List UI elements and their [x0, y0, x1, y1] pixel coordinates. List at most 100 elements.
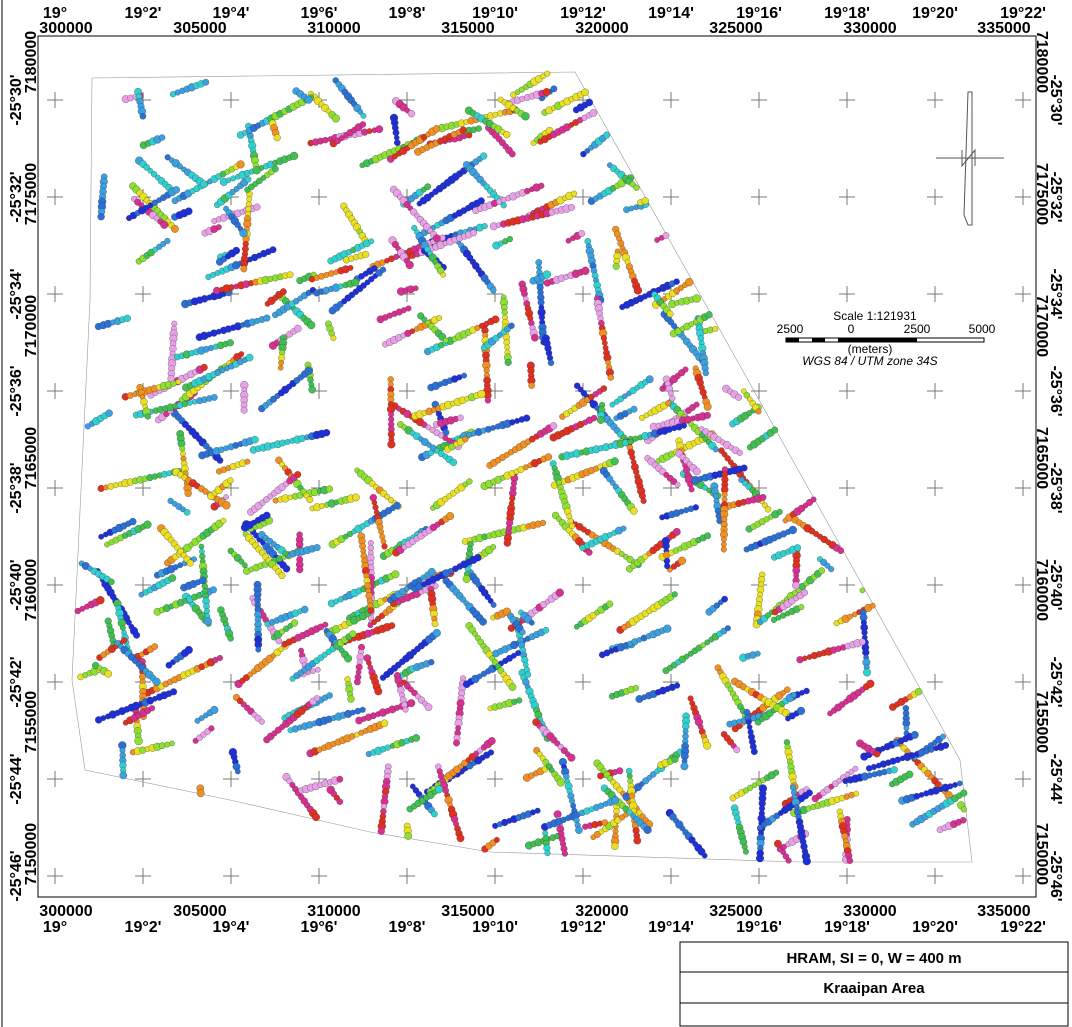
anomaly-dot: [484, 368, 490, 374]
anomaly-dot: [562, 851, 568, 857]
anomaly-dot: [545, 453, 552, 460]
anomaly-dot: [209, 726, 215, 732]
anomaly-dot: [227, 339, 234, 346]
anomaly-dot: [263, 512, 270, 519]
anomaly-dot: [272, 166, 278, 172]
scale-tick: 0: [848, 322, 855, 336]
anomaly-dot: [239, 351, 244, 356]
anomaly-dot: [509, 683, 516, 690]
anomaly-dot: [428, 568, 436, 576]
anomaly-dot: [425, 184, 431, 190]
anomaly-dot: [406, 261, 414, 269]
anomaly-dot: [798, 604, 804, 610]
anomaly-dot: [703, 370, 709, 376]
left-northing-label: 7150000: [23, 823, 40, 885]
anomaly-dot: [681, 763, 689, 771]
bottom-degree-label: 19°6': [301, 919, 338, 936]
anomaly-dot: [642, 197, 649, 204]
anomaly-dot: [405, 832, 412, 839]
anomaly-dot: [433, 125, 440, 132]
left-northing-label: 7175000: [23, 163, 40, 225]
anomaly-dot: [504, 345, 509, 350]
anomaly-dot: [337, 799, 343, 805]
right-northing-label: 7165000: [1033, 427, 1050, 489]
anomaly-dot: [838, 548, 844, 554]
anomaly-dot: [509, 495, 515, 501]
anomaly-dot: [516, 697, 522, 703]
anomaly-dot: [854, 791, 859, 796]
anomaly-dot: [153, 678, 161, 686]
anomaly-dot: [490, 544, 495, 549]
anomaly-dot: [713, 326, 719, 332]
anomaly-dot: [911, 731, 918, 738]
anomaly-dot: [478, 390, 486, 398]
scale-tick: 2500: [777, 322, 804, 336]
anomaly-dot: [453, 740, 459, 746]
bottom-easting-label: 300000: [39, 903, 92, 920]
anomaly-dot: [152, 643, 158, 649]
anomaly-dot: [957, 781, 962, 786]
anomaly-dot: [828, 566, 834, 572]
anomaly-dot: [246, 354, 253, 361]
anomaly-dot: [466, 432, 472, 438]
anomaly-dot: [722, 492, 728, 498]
anomaly-dot: [551, 86, 557, 92]
anomaly-dot: [678, 557, 686, 565]
anomaly-dot: [570, 803, 576, 809]
anomaly-dot: [960, 790, 967, 797]
anomaly-dot: [264, 315, 271, 322]
anomaly-dot: [492, 316, 499, 323]
right-northing-label: 7155000: [1033, 691, 1050, 753]
anomaly-dot: [403, 707, 409, 713]
anomaly-dot: [641, 498, 647, 504]
anomaly-dot: [274, 134, 281, 141]
anomaly-dot: [704, 533, 710, 539]
anomaly-dot: [811, 497, 817, 503]
anomaly-dot: [751, 748, 757, 754]
anomaly-dot: [296, 566, 303, 573]
bottom-degree-label: 19°2': [125, 919, 162, 936]
anomaly-dot: [307, 496, 313, 502]
anomaly-dot: [791, 790, 797, 796]
anomaly-dot: [124, 315, 131, 322]
anomaly-dot: [450, 459, 457, 466]
anomaly-dot: [522, 112, 530, 120]
anomaly-dot: [713, 493, 719, 499]
anomaly-dot: [509, 151, 515, 157]
anomaly-dot: [242, 563, 247, 568]
anomaly-dot: [760, 494, 766, 500]
anomaly-dot: [372, 500, 377, 505]
anomaly-dot: [611, 797, 619, 805]
anomaly-dot: [228, 284, 234, 290]
anomaly-dot: [388, 412, 394, 418]
anomaly-dot: [634, 286, 642, 294]
anomaly-dot: [629, 206, 634, 211]
anomaly-dot: [203, 79, 209, 85]
anomaly-dot: [777, 509, 783, 515]
anomaly-dot: [485, 397, 491, 403]
anomaly-dot: [377, 524, 383, 530]
scale-tick: 2500: [904, 322, 931, 336]
anomaly-dot: [169, 741, 174, 746]
anomaly-dot: [388, 441, 396, 449]
anomaly-dot: [228, 635, 234, 641]
anomaly-dot: [569, 523, 575, 529]
anomaly-dot: [521, 291, 527, 297]
anomaly-dot: [382, 543, 388, 549]
left-northing-label: 7155000: [23, 691, 40, 753]
anomaly-dot: [847, 858, 853, 864]
bottom-easting-label: 320000: [575, 903, 628, 920]
anomaly-dot: [256, 647, 261, 652]
anomaly-dot: [556, 589, 564, 597]
anomaly-dot: [394, 502, 401, 509]
anomaly-dot: [746, 719, 751, 724]
anomaly-dot: [380, 267, 386, 273]
anomaly-dot: [344, 655, 352, 663]
anomaly-dot: [891, 766, 898, 773]
anomaly-dot: [602, 340, 607, 345]
anomaly-dot: [246, 201, 252, 207]
anomaly-dot: [633, 685, 639, 691]
anomaly-dot: [667, 311, 673, 317]
right-degree-label: -25°36': [1047, 365, 1064, 416]
anomaly-dot: [120, 772, 127, 779]
